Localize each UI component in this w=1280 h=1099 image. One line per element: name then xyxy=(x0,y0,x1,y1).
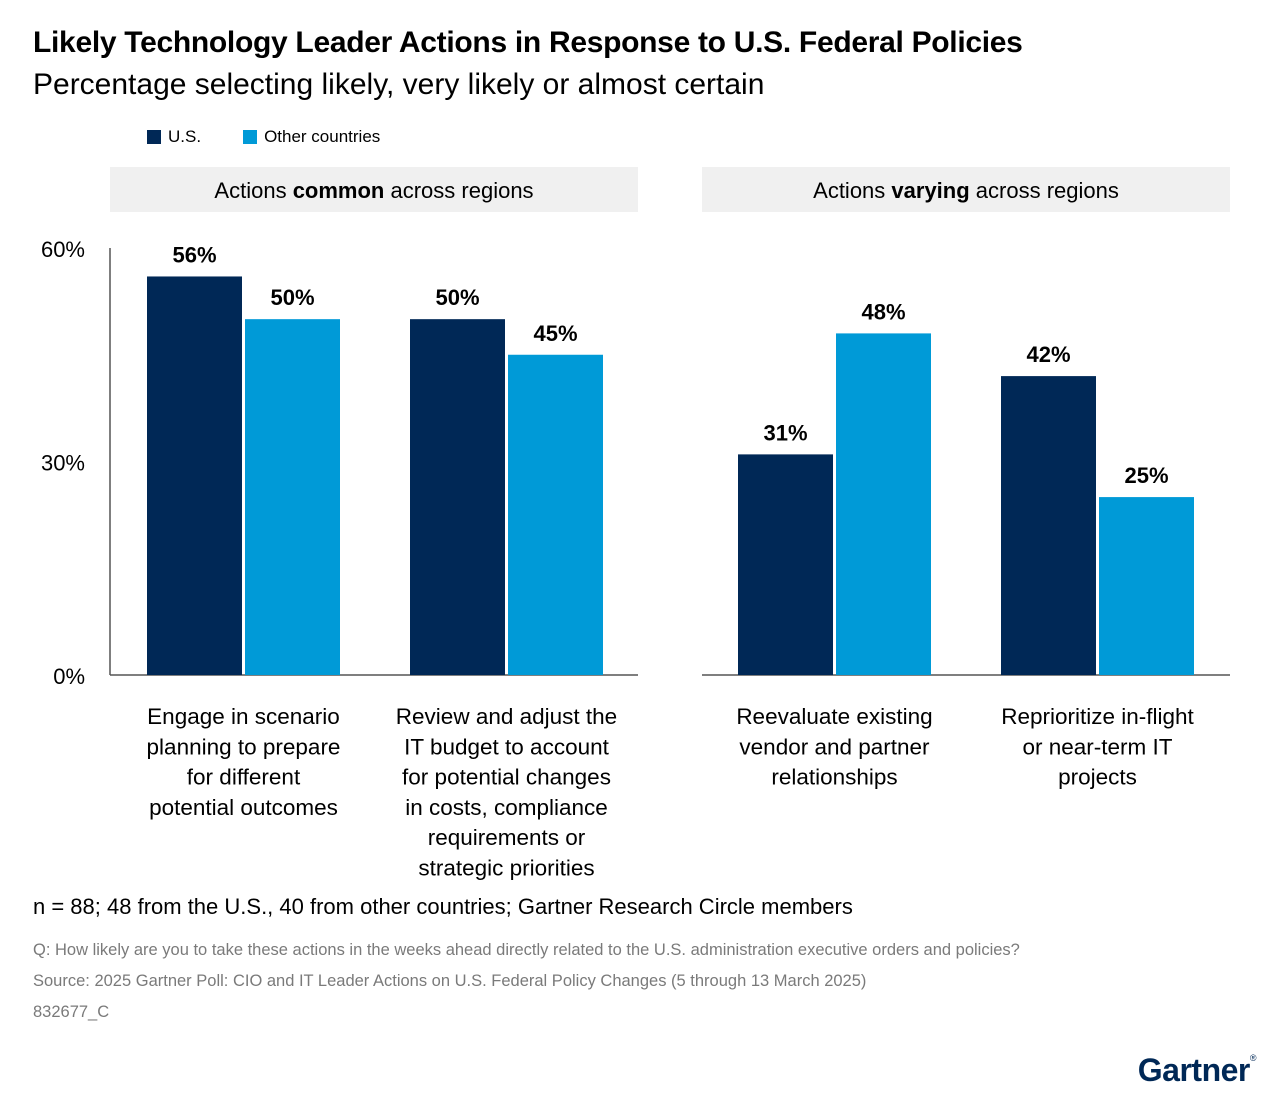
category-label-line: Engage in scenario xyxy=(147,704,340,729)
y-tick-label: 60% xyxy=(41,237,85,262)
data-label: 56% xyxy=(172,242,216,267)
category-label-line: for different xyxy=(187,765,301,790)
data-label: 50% xyxy=(435,285,479,310)
data-label: 25% xyxy=(1124,463,1168,488)
bar xyxy=(1001,376,1096,675)
category-label-line: potential outcomes xyxy=(149,795,338,820)
category-label-line: for potential changes xyxy=(402,765,611,790)
panel-header-post: across regions xyxy=(970,178,1119,203)
legend: U.S. Other countries xyxy=(147,127,422,147)
category-label-line: planning to prepare xyxy=(147,734,341,759)
panel-header-pre: Actions xyxy=(214,178,292,203)
data-label: 45% xyxy=(533,321,577,346)
panel-header-pre: Actions xyxy=(813,178,891,203)
gartner-logo-text: Gartner xyxy=(1137,1052,1251,1088)
panel-header-bold: varying xyxy=(891,178,969,203)
bar xyxy=(245,319,340,675)
legend-swatch-other xyxy=(243,130,258,144)
panel-header-bg xyxy=(110,167,638,212)
category-label-line: strategic priorities xyxy=(418,856,594,881)
bar xyxy=(738,454,833,675)
bar-chart: 0% 30% 60% Actions common across regions 56%… xyxy=(41,167,1230,881)
legend-label-other: Other countries xyxy=(264,127,381,146)
sample-note: n = 88; 48 from the U.S., 40 from other … xyxy=(33,894,853,919)
panel-header-post: across regions xyxy=(384,178,533,203)
panel-header: Actions common across regions xyxy=(214,178,533,203)
panel-header-bold: common xyxy=(293,178,385,203)
category-label: Engage in scenario planning to prepare for… xyxy=(147,704,341,820)
chart-id: 832677_C xyxy=(33,1003,110,1021)
category-label: Reevaluate existing vendor and partner rel… xyxy=(736,704,932,790)
bar xyxy=(147,276,242,675)
category-label-line: requirements or xyxy=(428,825,586,850)
legend-swatch-us xyxy=(147,130,161,144)
legend-item-other: Other countries xyxy=(243,127,380,147)
data-label: 50% xyxy=(270,285,314,310)
bar xyxy=(410,319,505,675)
y-tick-label: 30% xyxy=(41,451,85,476)
category-label-line: relationships xyxy=(771,765,897,790)
source-note: Source: 2025 Gartner Poll: CIO and IT Le… xyxy=(33,972,867,990)
data-label: 48% xyxy=(861,299,905,324)
legend-label-us: U.S. xyxy=(168,127,202,146)
panel-header-bg xyxy=(702,167,1230,212)
category-label-line: in costs, compliance xyxy=(405,795,608,820)
bar xyxy=(508,354,603,675)
data-label: 42% xyxy=(1026,342,1070,367)
category-label-line: projects xyxy=(1058,765,1137,790)
data-label: 31% xyxy=(763,420,807,445)
category-label-line: Reprioritize in-flight xyxy=(1001,704,1194,729)
chart-subtitle: Percentage selecting likely, very likely… xyxy=(33,68,765,101)
category-label: Review and adjust the IT budget to accoun… xyxy=(396,704,617,881)
chart-title: Likely Technology Leader Actions in Resp… xyxy=(33,26,1023,59)
category-label-line: Reevaluate existing xyxy=(736,704,932,729)
legend-item-us: U.S. xyxy=(147,127,201,147)
question-note: Q: How likely are you to take these acti… xyxy=(33,941,1020,959)
category-label-line: or near-term IT xyxy=(1022,734,1172,759)
category-label: Reprioritize in-flight or near-term IT pro… xyxy=(1001,704,1194,790)
y-tick-label: 0% xyxy=(53,664,85,689)
panel-header: Actions varying across regions xyxy=(813,178,1119,203)
gartner-logo: Gartner® xyxy=(1137,1052,1257,1088)
category-label-line: vendor and partner xyxy=(739,734,930,759)
bar xyxy=(1099,497,1194,675)
bar xyxy=(836,333,931,675)
category-label-line: Review and adjust the xyxy=(396,704,617,729)
category-label-line: IT budget to account xyxy=(404,734,609,759)
